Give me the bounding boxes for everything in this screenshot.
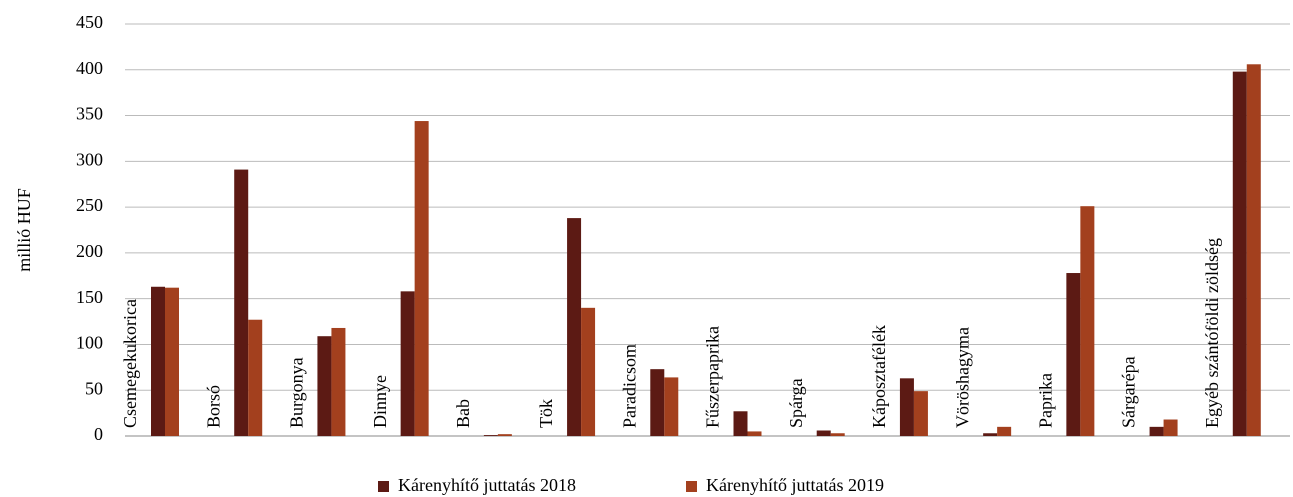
- x-tick-label: Dinnye: [370, 375, 390, 428]
- bar: [997, 426, 1012, 436]
- bar: [1246, 64, 1261, 436]
- x-tick-label: Paprika: [1035, 373, 1055, 428]
- y-tick-label: 300: [76, 149, 103, 169]
- bar: [151, 286, 165, 436]
- x-tick-label: Borsó: [203, 385, 223, 428]
- bar: [983, 433, 998, 436]
- x-tick-label: Vöröshagyma: [952, 327, 972, 428]
- legend-swatch: [378, 481, 389, 492]
- y-axis-label: millió HUF: [14, 188, 34, 272]
- x-tick-label: Paradicsom: [619, 344, 639, 428]
- legend-swatch: [686, 481, 697, 492]
- bar: [899, 378, 914, 436]
- y-tick-label: 200: [76, 241, 103, 261]
- bar: [830, 433, 845, 436]
- x-tick-label: Burgonya: [287, 357, 307, 428]
- y-tick-label: 150: [76, 287, 103, 307]
- bar: [816, 430, 831, 436]
- bar: [248, 319, 263, 436]
- y-tick-label: 350: [76, 104, 103, 124]
- y-tick-label: 250: [76, 195, 103, 215]
- bar: [1080, 206, 1095, 436]
- y-tick-label: 50: [85, 378, 103, 398]
- x-tick-label: Egyéb szántóföldi zöldség: [1202, 238, 1222, 428]
- y-tick-label: 100: [76, 333, 103, 353]
- bar: [1232, 71, 1247, 436]
- y-tick-label: 0: [94, 424, 103, 444]
- bar: [1163, 419, 1178, 436]
- bar: [483, 435, 498, 436]
- bar: [400, 291, 415, 436]
- x-tick-label: Sárgarépa: [1119, 356, 1139, 428]
- y-tick-label: 400: [76, 58, 103, 78]
- x-tick-label: Tök: [536, 399, 556, 428]
- bar: [581, 307, 596, 436]
- bar: [331, 327, 346, 436]
- x-tick-label: Fűszerpaprika: [703, 326, 723, 428]
- bar: [1149, 426, 1164, 436]
- x-tick-label: Spárga: [786, 378, 806, 428]
- bar: [747, 431, 762, 436]
- bar: [165, 287, 179, 436]
- bar: [414, 121, 429, 436]
- bar: [497, 434, 512, 436]
- y-tick-label: 450: [76, 12, 103, 32]
- bar: [234, 169, 249, 436]
- x-tick-label: Bab: [453, 399, 473, 428]
- bar: [913, 391, 928, 436]
- bar: [664, 377, 679, 436]
- legend-label: Kárenyhítő juttatás 2019: [706, 475, 884, 495]
- x-tick-label: Káposztafélék: [869, 325, 889, 428]
- bar: [733, 411, 748, 436]
- x-tick-label: Csemegekukorica: [120, 299, 140, 428]
- bar: [567, 218, 582, 436]
- bar: [1066, 273, 1081, 436]
- legend-label: Kárenyhítő juttatás 2018: [398, 475, 576, 495]
- bar: [650, 369, 665, 436]
- bar: [317, 336, 332, 436]
